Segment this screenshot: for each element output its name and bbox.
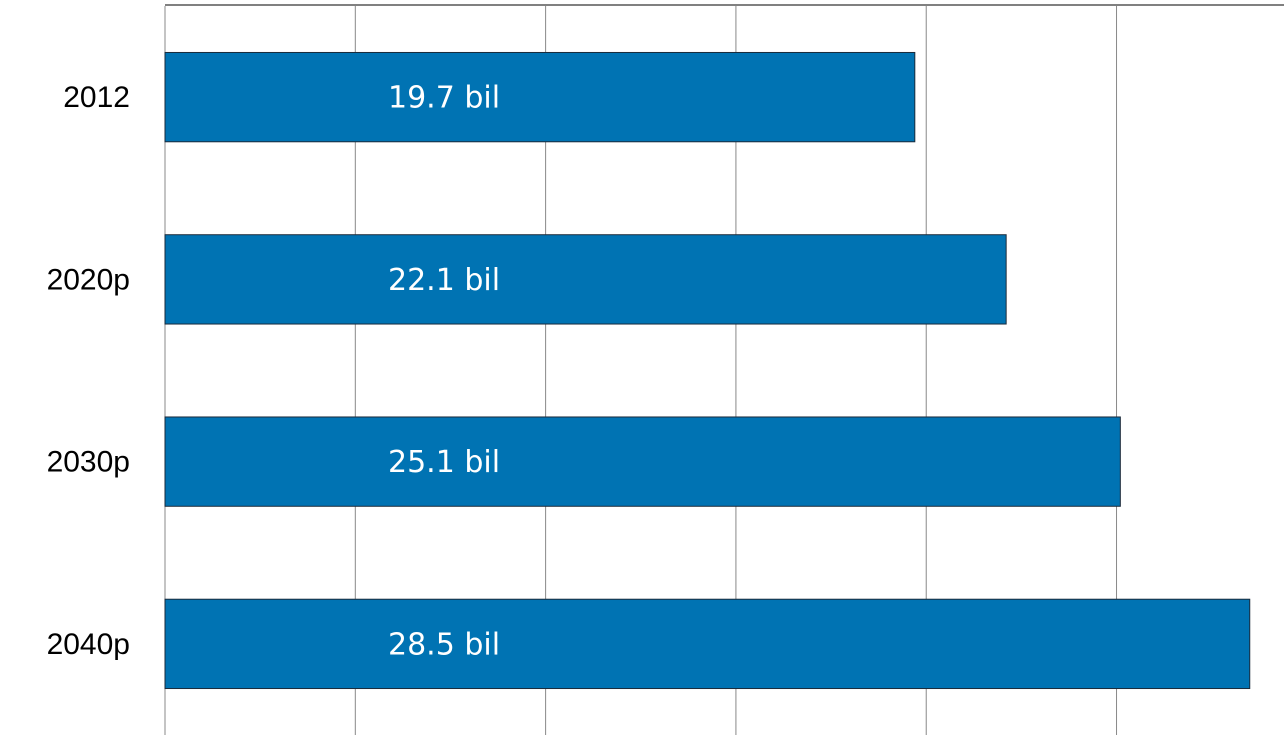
y-tick-label: 2030p [47, 446, 130, 479]
data-label: 19.7 bil [388, 81, 500, 116]
y-tick-label: 2020p [47, 263, 130, 296]
y-tick-label: 2012 [63, 81, 130, 114]
bar [164, 234, 1007, 325]
bar [164, 416, 1121, 507]
data-label: 28.5 bil [388, 627, 500, 662]
data-label: 22.1 bil [388, 263, 500, 298]
y-tick-label: 2040p [47, 628, 130, 661]
bar [164, 51, 916, 143]
bar [164, 598, 1251, 690]
data-label: 25.1 bil [388, 445, 500, 480]
